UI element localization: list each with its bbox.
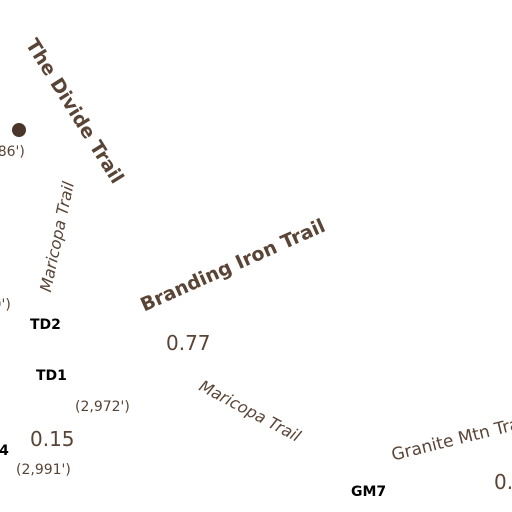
segment-distance-077: 0.77 [166,331,211,355]
waypoint-td4[interactable]: TD4 [0,443,9,459]
granite-mtn-trail-label: Granite Mtn Trail [389,411,512,466]
elevation-label-1: (2,886') [0,144,25,160]
segment-distance-02: 0.2 [494,470,512,494]
elevation-label-4: (2,991') [16,462,71,478]
branding-iron-trail-label: Branding Iron Trail [137,214,329,317]
waypoint-td2[interactable]: TD2 [30,317,61,333]
elevation-label-2: (2,989') [0,297,11,313]
waypoint-gm7[interactable]: GM7 [351,484,387,500]
segment-distance-015: 0.15 [30,427,75,451]
divide-trail-label: The Divide Trail [21,34,128,188]
branding-iron-trail-text: Branding Iron Trail [137,214,329,317]
trail-junction-marker[interactable] [12,123,26,137]
maricopa-trail-lower-label: Maricopa Trail [196,376,304,446]
elevation-label-3: (2,972') [75,399,130,415]
waypoint-td1[interactable]: TD1 [36,368,67,384]
maricopa-trail-upper-label: Maricopa Trail [36,179,78,294]
